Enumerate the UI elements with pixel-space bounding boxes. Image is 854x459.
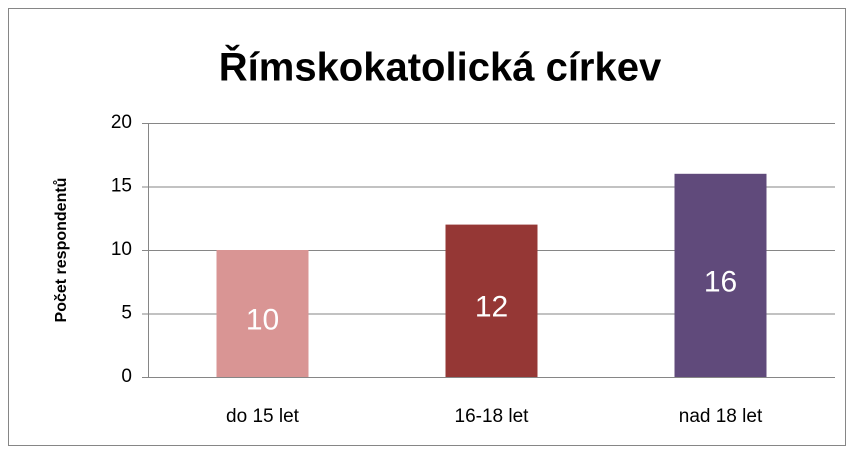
y-tick-label: 15 — [111, 176, 132, 197]
y-axis-title: Počet respondentů — [53, 178, 70, 323]
y-tick-label: 10 — [111, 239, 132, 260]
data-label: 12 — [475, 291, 508, 324]
x-tick-label: nad 18 let — [679, 406, 763, 427]
y-tick-label: 20 — [111, 112, 132, 133]
bar — [445, 224, 538, 377]
bar — [216, 250, 309, 377]
chart-title: Římskokatolická církev — [219, 44, 662, 90]
data-label: 10 — [246, 303, 279, 336]
y-tick-label: 5 — [121, 303, 132, 324]
y-tick-label: 0 — [121, 366, 132, 387]
data-label: 16 — [704, 265, 737, 298]
bar — [674, 173, 767, 377]
x-tick-label: 16-18 let — [455, 406, 530, 427]
x-tick-label: do 15 let — [226, 406, 300, 427]
